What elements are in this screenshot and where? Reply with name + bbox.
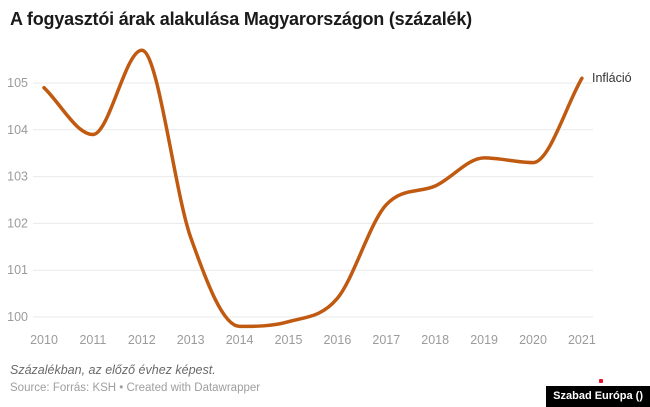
series-label: Infláció <box>592 71 632 85</box>
x-tick-label: 2017 <box>372 333 400 347</box>
chart-note: Százalékban, az előző évhez képest. <box>10 363 216 377</box>
chart-title: A fogyasztói árak alakulása Magyarország… <box>10 9 472 29</box>
x-tick-label: 2014 <box>226 333 254 347</box>
y-tick-label: 105 <box>7 76 28 90</box>
inflation-line <box>42 48 584 329</box>
brand-badge: Szabad Európa () <box>546 386 650 407</box>
y-tick-label: 104 <box>7 123 28 137</box>
x-tick-label: 2012 <box>128 333 156 347</box>
x-tick-label: 2020 <box>519 333 547 347</box>
x-tick-label: 2016 <box>323 333 351 347</box>
logo-red-accent <box>599 379 603 383</box>
x-tick-label: 2010 <box>30 333 58 347</box>
y-tick-label: 102 <box>7 216 28 230</box>
x-tick-label: 2015 <box>275 333 303 347</box>
x-tick-label: 2011 <box>79 333 106 347</box>
x-tick-label: 2019 <box>470 333 498 347</box>
chart-source-attribution: Source: Forrás: KSH • Created with Dataw… <box>10 382 261 394</box>
x-tick-label: 2021 <box>568 333 596 347</box>
x-tick-label: 2013 <box>177 333 205 347</box>
y-tick-label: 101 <box>7 263 28 277</box>
y-tick-label: 103 <box>7 170 28 184</box>
y-tick-label: 100 <box>7 310 28 324</box>
x-tick-label: 2018 <box>421 333 449 347</box>
